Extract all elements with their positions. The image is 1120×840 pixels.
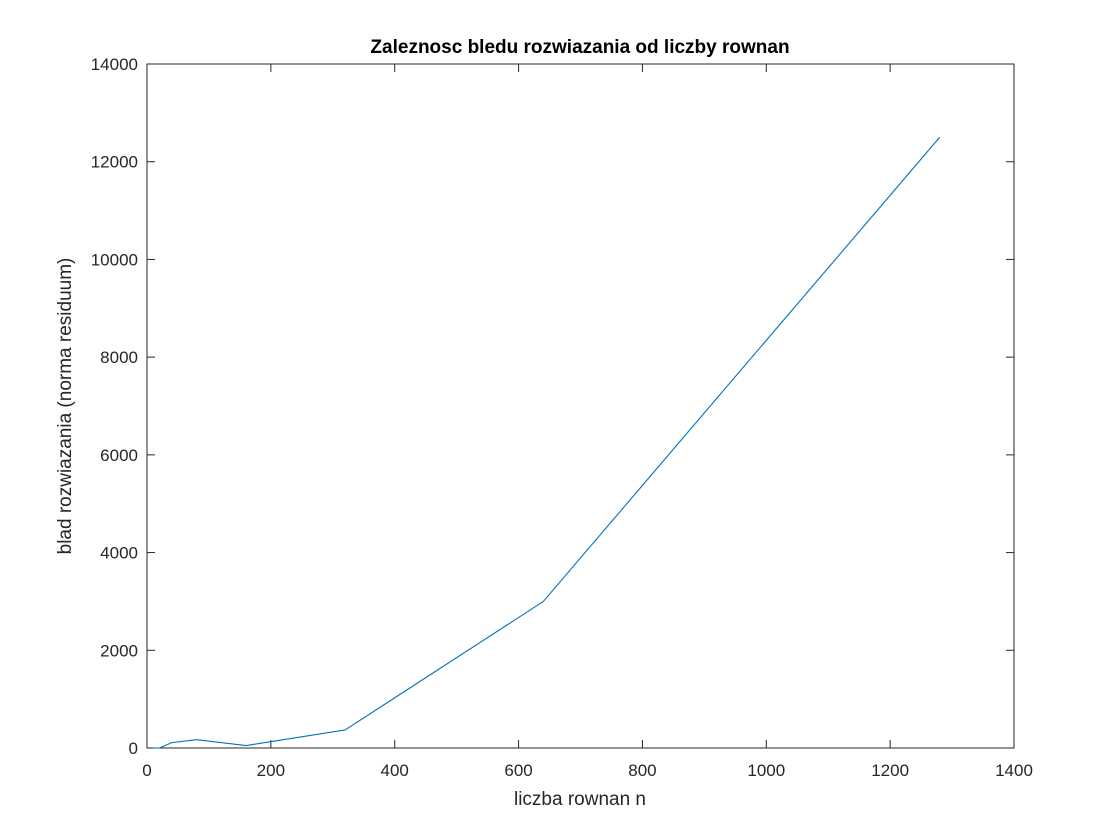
- y-axis-label: blad rozwiazania (norma residuum): [55, 258, 76, 555]
- x-tick-label-1: 200: [257, 761, 285, 780]
- x-tick-label-2: 400: [381, 761, 409, 780]
- y-tick-label-0: 0: [129, 739, 138, 758]
- series-line-0: [153, 136, 941, 749]
- x-axis-label: liczba rownan n: [514, 789, 646, 810]
- y-tick-label-2: 4000: [100, 544, 138, 563]
- x-tick-label-7: 1400: [995, 761, 1033, 780]
- x-tick-label-5: 1000: [747, 761, 785, 780]
- y-tick-label-7: 14000: [91, 55, 138, 74]
- y-tick-label-3: 6000: [100, 446, 138, 465]
- y-tick-label-4: 8000: [100, 348, 138, 367]
- chart-title: Zaleznosc bledu rozwiazania od liczby ro…: [370, 37, 789, 58]
- y-tick-label-1: 2000: [100, 641, 138, 660]
- plot-area: 0 200 400 600 800 1000 1200 1400020004000600080…: [91, 55, 1033, 780]
- y-tick-label-5: 10000: [91, 250, 138, 269]
- x-tick-label-6: 1200: [871, 761, 909, 780]
- axes-box: [146, 63, 1015, 749]
- x-tick-label-0: 0: [142, 761, 151, 780]
- y-tick-label-6: 12000: [91, 153, 138, 172]
- x-tick-label-4: 800: [628, 761, 656, 780]
- x-tick-label-3: 600: [504, 761, 532, 780]
